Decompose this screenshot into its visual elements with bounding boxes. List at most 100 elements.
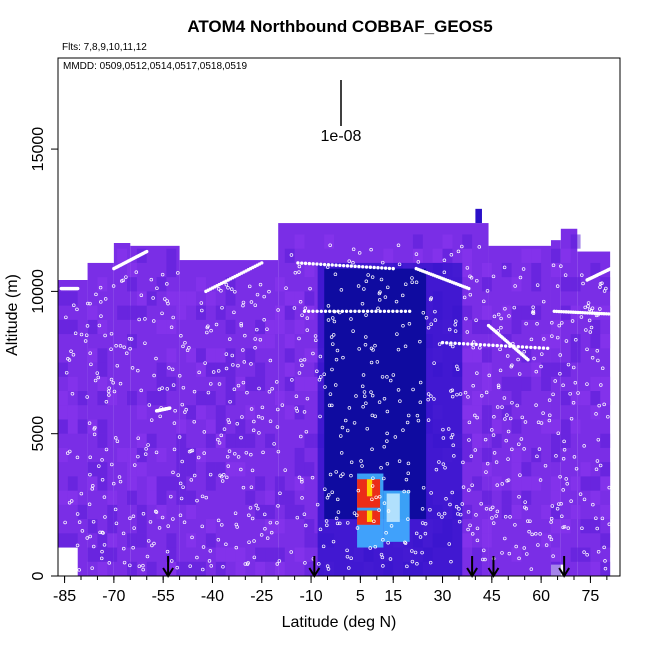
sample-point	[231, 363, 235, 367]
sample-point	[141, 512, 146, 516]
flight-track-point	[361, 309, 366, 314]
sample-point	[400, 293, 405, 298]
sample-point	[414, 280, 419, 285]
sample-point	[494, 514, 498, 518]
field-cell	[67, 291, 78, 306]
sample-point	[330, 342, 335, 346]
sample-point	[160, 272, 165, 277]
sample-point	[144, 447, 148, 451]
x-tick-label: -25	[250, 588, 273, 605]
field-cell	[58, 405, 68, 420]
sample-point	[455, 392, 459, 397]
sample-point	[561, 383, 565, 388]
sample-point	[421, 485, 426, 490]
sample-point	[190, 448, 195, 453]
sample-point	[211, 370, 216, 374]
sample-point	[64, 566, 68, 570]
sample-point	[377, 298, 382, 302]
field-cell	[590, 319, 601, 335]
sample-point	[224, 282, 229, 287]
field-cell	[550, 476, 561, 491]
sample-point	[87, 502, 92, 507]
field-cell	[570, 504, 581, 520]
sample-point	[467, 438, 471, 442]
sample-point	[406, 471, 411, 476]
sample-point	[518, 275, 523, 280]
sample-point	[364, 279, 369, 284]
sample-point	[370, 484, 375, 488]
sample-point	[295, 515, 300, 520]
field-cell	[511, 504, 522, 520]
sample-point	[72, 303, 76, 308]
sample-point	[141, 567, 145, 572]
sample-point	[300, 479, 304, 484]
sample-point	[437, 342, 442, 346]
field-cell	[156, 277, 167, 292]
sample-point	[325, 564, 330, 568]
sample-point	[338, 521, 342, 526]
field-cell	[521, 376, 532, 391]
sample-point	[363, 342, 368, 347]
enhancement-core	[366, 510, 373, 522]
field-cell	[186, 405, 197, 420]
sample-point	[354, 394, 358, 398]
sample-point	[406, 461, 411, 466]
sample-point	[569, 416, 574, 421]
sample-point	[585, 382, 589, 386]
field-cell	[107, 519, 118, 534]
sample-point	[556, 335, 560, 340]
sample-point	[64, 315, 68, 320]
field-cell	[127, 334, 137, 349]
field-cell	[590, 334, 601, 349]
sample-point	[239, 435, 243, 440]
sample-point	[603, 566, 608, 571]
sample-point	[182, 520, 187, 525]
profile-arrow-head	[558, 567, 570, 578]
sample-point	[478, 346, 482, 350]
field-cell	[67, 319, 78, 335]
field-cell	[255, 561, 266, 576]
sample-point	[305, 328, 310, 332]
field-cell	[205, 348, 216, 363]
field-cell	[521, 305, 532, 320]
sample-point	[596, 358, 600, 363]
field-cell	[501, 405, 512, 420]
flight-track-point	[296, 261, 300, 265]
field-cell	[600, 376, 611, 391]
sample-point	[356, 284, 361, 288]
field-cell	[600, 504, 611, 520]
sample-point	[600, 516, 605, 521]
sample-point	[112, 389, 117, 394]
field-cell	[294, 291, 305, 306]
sample-point	[245, 390, 249, 395]
field-cell	[186, 533, 197, 548]
sample-point	[360, 384, 365, 389]
field-cell	[550, 447, 561, 463]
field-cell	[87, 419, 98, 434]
sample-point	[564, 339, 569, 343]
field-cell	[176, 561, 187, 576]
sample-point	[585, 553, 589, 557]
sample-point	[463, 390, 468, 395]
flight-track-point	[311, 309, 315, 314]
field-cell	[521, 248, 532, 263]
sample-point	[401, 428, 405, 432]
field-cell	[87, 462, 98, 477]
sample-point	[505, 354, 510, 358]
sample-point	[570, 319, 575, 323]
sample-point	[525, 552, 529, 556]
flight-track-point	[378, 309, 382, 314]
sample-point	[460, 502, 465, 506]
flight-track-point	[353, 309, 357, 314]
sample-point	[531, 305, 535, 310]
sample-point	[475, 371, 479, 375]
x-tick-label: -85	[53, 588, 76, 605]
sample-point	[371, 476, 375, 480]
field-cell	[225, 433, 236, 448]
field-cell	[136, 405, 147, 420]
field-cell	[274, 277, 285, 292]
sample-point	[172, 447, 177, 452]
field-cell	[245, 376, 256, 391]
sample-point	[92, 432, 97, 437]
sample-point	[485, 289, 490, 293]
